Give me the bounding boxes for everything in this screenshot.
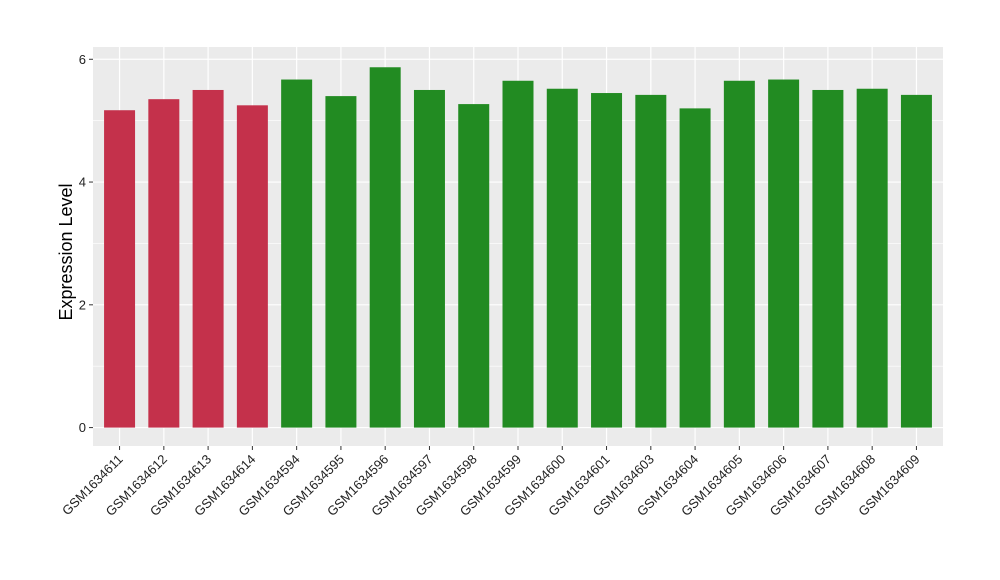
- bar-GSM1634600: [546, 88, 578, 428]
- bar-layer: [104, 67, 932, 428]
- bar-GSM1634598: [458, 104, 490, 428]
- bar-GSM1634599: [502, 80, 534, 428]
- bar-GSM1634605: [723, 80, 755, 428]
- bar-GSM1634614: [236, 105, 268, 428]
- bar-GSM1634597: [413, 89, 445, 428]
- y-tick-label: 0: [79, 420, 86, 435]
- bar-GSM1634609: [900, 94, 932, 428]
- y-tick-label: 4: [79, 175, 86, 190]
- y-axis: 0 2 4 6: [79, 52, 93, 435]
- bar-GSM1634604: [679, 108, 711, 428]
- y-axis-title: Expression Level: [56, 183, 76, 320]
- bar-GSM1634613: [192, 89, 224, 428]
- bar-GSM1634607: [812, 89, 844, 428]
- bar-GSM1634612: [148, 99, 180, 428]
- y-tick-label: 6: [79, 52, 86, 67]
- bar-GSM1634595: [325, 96, 357, 428]
- bar-GSM1634594: [281, 79, 313, 428]
- bar-GSM1634596: [369, 67, 401, 428]
- bar-GSM1634606: [768, 79, 800, 428]
- y-tick-label: 2: [79, 297, 86, 312]
- bar-GSM1634608: [856, 88, 888, 428]
- bar-GSM1634603: [635, 94, 667, 428]
- x-axis: GSM1634611GSM1634612GSM1634613GSM1634614…: [59, 446, 923, 519]
- bar-GSM1634611: [104, 110, 136, 428]
- bar-GSM1634601: [591, 93, 623, 428]
